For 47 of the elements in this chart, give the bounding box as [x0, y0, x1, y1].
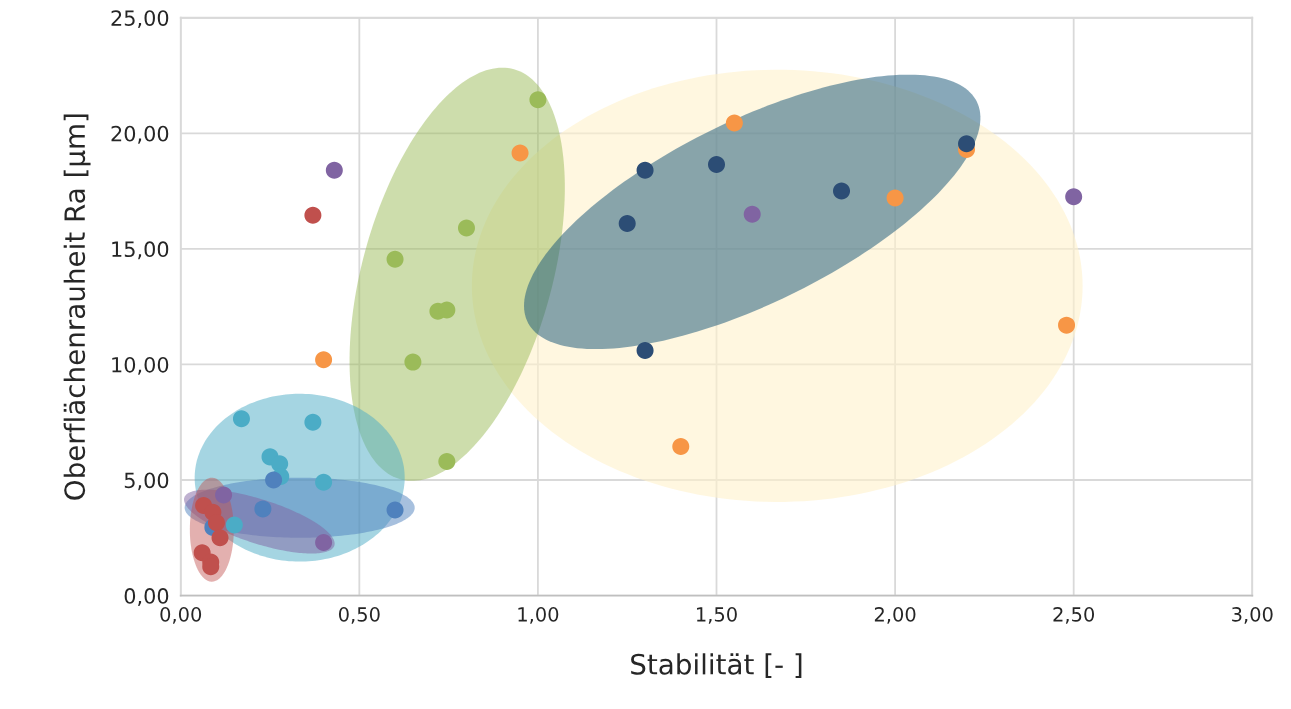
x-tick-label: 1,50: [696, 607, 737, 624]
point: [207, 514, 225, 532]
x-tick-label: 0,00: [160, 607, 202, 624]
x-tick-label: 2,00: [874, 607, 916, 624]
point: [708, 155, 726, 173]
point: [618, 214, 636, 232]
y-tick-label: 20,00: [111, 125, 169, 144]
point: [636, 161, 654, 179]
point: [529, 91, 547, 109]
y-axis-title: Oberflächenrauheit Ra [µm]: [63, 114, 91, 500]
x-tick-label: 2,50: [1053, 607, 1095, 624]
point: [386, 501, 404, 519]
point: [211, 529, 229, 547]
x-tick-label: 3,00: [1232, 607, 1273, 624]
point: [457, 219, 475, 237]
point: [1058, 316, 1076, 334]
point: [304, 413, 322, 431]
point: [225, 516, 243, 534]
y-tick-label: 0,00: [124, 588, 169, 606]
point: [511, 144, 529, 162]
point: [315, 473, 333, 491]
point: [958, 135, 976, 153]
point: [386, 250, 404, 268]
point: [1065, 188, 1083, 206]
y-tick-label: 5,00: [124, 472, 169, 491]
point: [215, 486, 233, 504]
point: [265, 471, 283, 489]
point: [404, 353, 422, 371]
point: [304, 206, 322, 224]
point: [254, 500, 272, 518]
x-tick-label: 0,50: [338, 607, 380, 624]
point: [325, 161, 343, 179]
point: [833, 182, 851, 200]
y-tick-label: 15,00: [112, 241, 169, 260]
x-tick-label: 1,00: [518, 607, 559, 624]
point: [232, 410, 250, 428]
point: [725, 114, 743, 132]
y-tick-label: 25,00: [111, 10, 169, 29]
point: [438, 453, 456, 471]
point: [315, 351, 333, 369]
point: [672, 437, 690, 455]
x-axis-title: Stabilität [- ]: [631, 653, 802, 679]
point: [886, 189, 904, 207]
point: [743, 205, 761, 223]
point: [636, 342, 654, 360]
y-tick-label: 10,00: [112, 356, 169, 375]
point: [315, 533, 333, 551]
